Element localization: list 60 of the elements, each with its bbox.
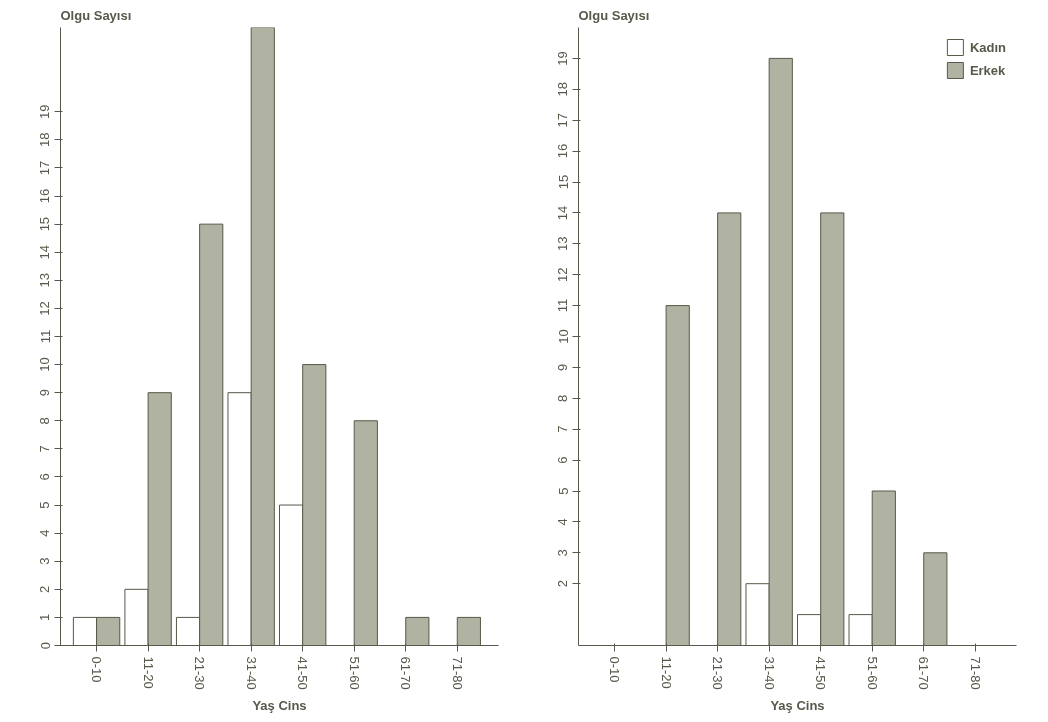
y-tick-label: 4 xyxy=(37,529,53,537)
x-tick-label: 11-20 xyxy=(658,656,674,689)
y-tick-label: 12 xyxy=(555,267,571,282)
y-tick-label: 7 xyxy=(555,425,571,433)
y-tick-label: 4 xyxy=(555,518,571,526)
y-tick-label: 7 xyxy=(37,445,53,453)
x-tick-label: 61-70 xyxy=(398,656,414,690)
x-tick-label: 21-30 xyxy=(710,656,726,690)
y-tick-label: 3 xyxy=(37,557,53,565)
legend-label: Kadın xyxy=(969,39,1006,55)
y-axis-title: Olgu Sayısı xyxy=(578,7,650,23)
x-tick-label: 61-70 xyxy=(916,656,932,690)
x-tick-label: 0-10 xyxy=(607,656,623,683)
y-tick-label: 19 xyxy=(555,51,571,66)
x-tick-label: 51-60 xyxy=(346,656,362,690)
x-tick-label: 71-80 xyxy=(967,656,983,690)
y-tick-label: 9 xyxy=(37,389,53,397)
y-tick-label: 10 xyxy=(555,329,571,344)
x-tick-label: 31-40 xyxy=(761,656,777,690)
y-tick-label: 2 xyxy=(37,585,53,593)
y-tick-label: 5 xyxy=(555,487,571,495)
x-axis-title: Yaş Cins xyxy=(252,697,307,713)
y-tick-label: 1 xyxy=(37,613,53,622)
x-tick-label: 11-20 xyxy=(140,656,156,689)
y-tick-label: 0 xyxy=(37,641,53,650)
x-tick-label: 71-80 xyxy=(449,656,465,690)
y-tick-label: 14 xyxy=(37,244,53,260)
x-tick-label: 41-50 xyxy=(813,656,829,690)
legend-label: Erkek xyxy=(969,62,1006,78)
x-tick-label: 21-30 xyxy=(192,656,208,690)
y-tick-label: 18 xyxy=(37,132,53,148)
y-tick-label: 19 xyxy=(37,104,53,119)
x-tick-label: 51-60 xyxy=(864,656,880,690)
y-axis-title: Olgu Sayısı xyxy=(60,7,132,23)
y-tick-label: 13 xyxy=(37,273,53,288)
y-tick-label: 10 xyxy=(37,357,53,372)
y-tick-label: 11 xyxy=(555,298,571,313)
y-tick-label: 18 xyxy=(555,82,571,97)
y-tick-label: 8 xyxy=(37,417,53,425)
x-axis-title: Yaş Cins xyxy=(770,697,825,713)
y-tick-label: 3 xyxy=(555,549,571,557)
y-tick-label: 12 xyxy=(37,301,53,316)
y-tick-label: 8 xyxy=(555,394,571,402)
y-tick-label: 11 xyxy=(37,329,53,344)
y-tick-label: 5 xyxy=(37,501,53,509)
y-tick-label: 16 xyxy=(555,143,571,159)
x-tick-label: 31-40 xyxy=(243,656,259,690)
y-tick-label: 2 xyxy=(555,580,571,588)
y-tick-label: 16 xyxy=(37,188,53,204)
y-tick-label: 9 xyxy=(555,363,571,372)
y-tick-label: 6 xyxy=(37,473,53,481)
y-tick-label: 13 xyxy=(555,236,571,252)
y-tick-label: 15 xyxy=(37,216,53,232)
x-tick-label: 0-10 xyxy=(89,656,105,683)
y-tick-label: 15 xyxy=(555,174,571,190)
y-tick-label: 14 xyxy=(555,205,571,221)
y-tick-label: 17 xyxy=(555,112,571,128)
x-tick-label: 41-50 xyxy=(295,656,311,690)
y-tick-label: 17 xyxy=(37,160,53,176)
y-tick-label: 6 xyxy=(555,456,571,464)
